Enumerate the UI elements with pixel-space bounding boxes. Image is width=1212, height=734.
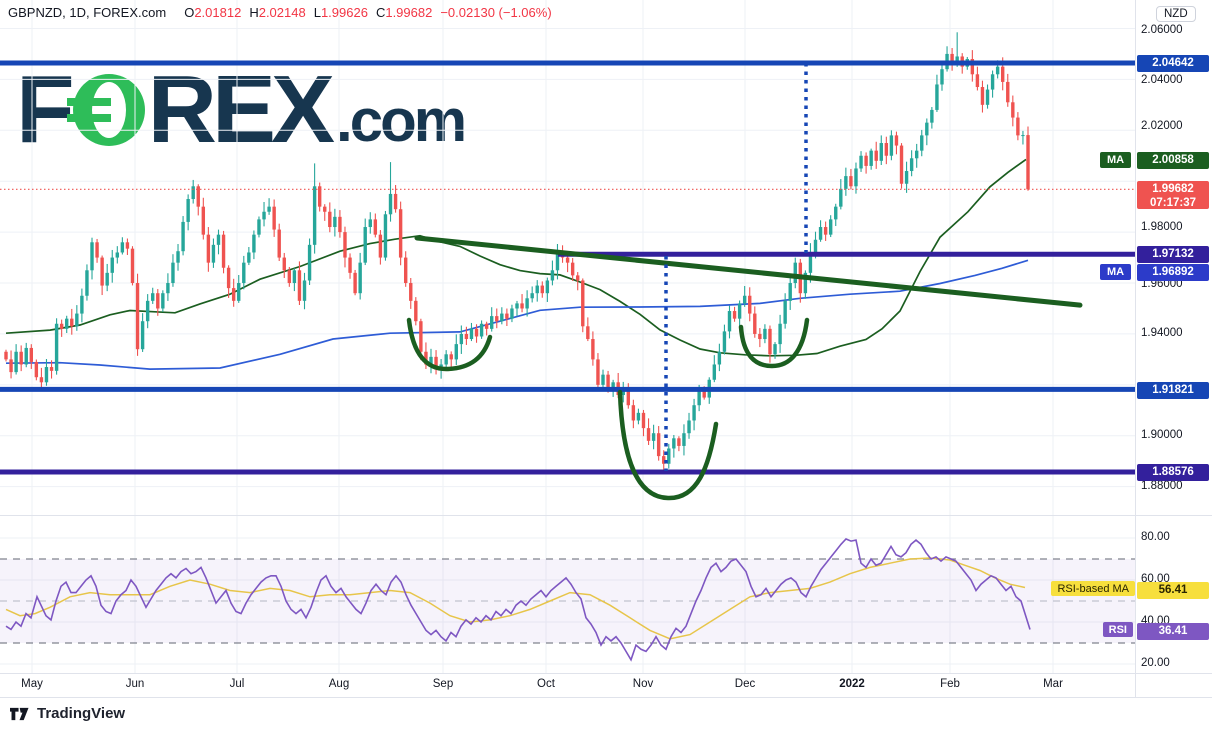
price-tick-label: 1.98000 [1141,221,1183,233]
high-value: 2.02148 [258,5,306,20]
rsi-value-badge: 36.41 [1137,622,1209,640]
price-tick-label: 1.94000 [1141,327,1183,339]
price-axis-separator [1135,0,1136,697]
last-price-badge: 1.99682 07:17:37 [1137,181,1209,209]
forex-logo-f: F [16,55,75,163]
open-label: O [184,5,195,20]
open-value: 2.01812 [194,5,242,20]
hline-price-badge: 1.97132 [1137,245,1209,263]
price-tick-label: 2.06000 [1141,24,1183,36]
time-axis-label: Dec [734,678,756,690]
rsi-ma-label-badge: RSI-based MA [1051,581,1135,596]
forex-logo-dotcom: .com [336,87,467,154]
hline-price-badge: 1.91821 [1137,381,1209,399]
chart-canvas[interactable] [0,0,1135,697]
close-value: 1.99682 [385,5,433,20]
ma-value-badge-green: 2.00858 [1137,151,1209,169]
pane-separator[interactable] [0,515,1212,516]
time-axis-label: Mar [1043,678,1063,690]
ma-value-badge-blue: 1.96892 [1137,263,1209,281]
hline-price-badge: 2.04642 [1137,54,1209,72]
change-value: −0.02130 (−1.06%) [440,5,552,20]
symbol-legend[interactable]: GBPNZD, 1D, FOREX.com O2.01812 H2.02148 L1.… [8,5,552,20]
price-tick-label: 2.02000 [1141,120,1183,132]
bar-countdown: 07:17:37 [1149,197,1197,209]
time-axis-label: 2022 [839,678,865,690]
low-value: 1.99626 [320,5,368,20]
forex-logo-coin-icon [66,73,145,146]
last-price-value: 1.99682 [1152,183,1194,195]
time-axis-separator [0,673,1212,674]
time-axis-label: Aug [328,678,350,690]
low-label: L [313,5,321,20]
time-axis-label: Oct [537,678,555,690]
time-axis-label: May [21,678,43,690]
currency-badge[interactable]: NZD [1156,6,1196,22]
price-tick-label: 1.90000 [1141,429,1183,441]
ma-chip-green: MA [1100,152,1131,168]
rsi-tick-label: 20.00 [1141,657,1170,669]
rsi-tick-label: 80.00 [1141,531,1170,543]
time-axis-label: Nov [632,678,654,690]
close-label: C [375,5,386,20]
tradingview-logo-icon [10,707,29,720]
time-axis-label: Sep [432,678,454,690]
rsi-label-badge: RSI [1102,622,1133,637]
footer-separator [0,697,1212,698]
tradingview-brand-text[interactable]: TradingView [37,705,126,722]
price-tick-label: 1.96000 [1141,278,1183,290]
forexcom-logo: F REX .com [16,55,467,163]
time-axis-label: Jul [229,678,245,690]
ma-chip-blue: MA [1100,264,1131,280]
forex-logo-rex: REX [147,55,335,163]
symbol-title[interactable]: GBPNZD, 1D, FOREX.com [8,5,167,20]
tradingview-attribution[interactable]: TradingView [10,705,125,722]
rsi-ma-value-badge: 56.41 [1137,581,1209,599]
time-axis-label: Feb [940,678,960,690]
time-axis-label: Jun [125,678,145,690]
price-tick-label: 2.04000 [1141,74,1183,86]
hline-price-badge: 1.88576 [1137,463,1209,481]
high-label: H [249,5,259,20]
price-tick-label: 1.88000 [1141,480,1183,492]
